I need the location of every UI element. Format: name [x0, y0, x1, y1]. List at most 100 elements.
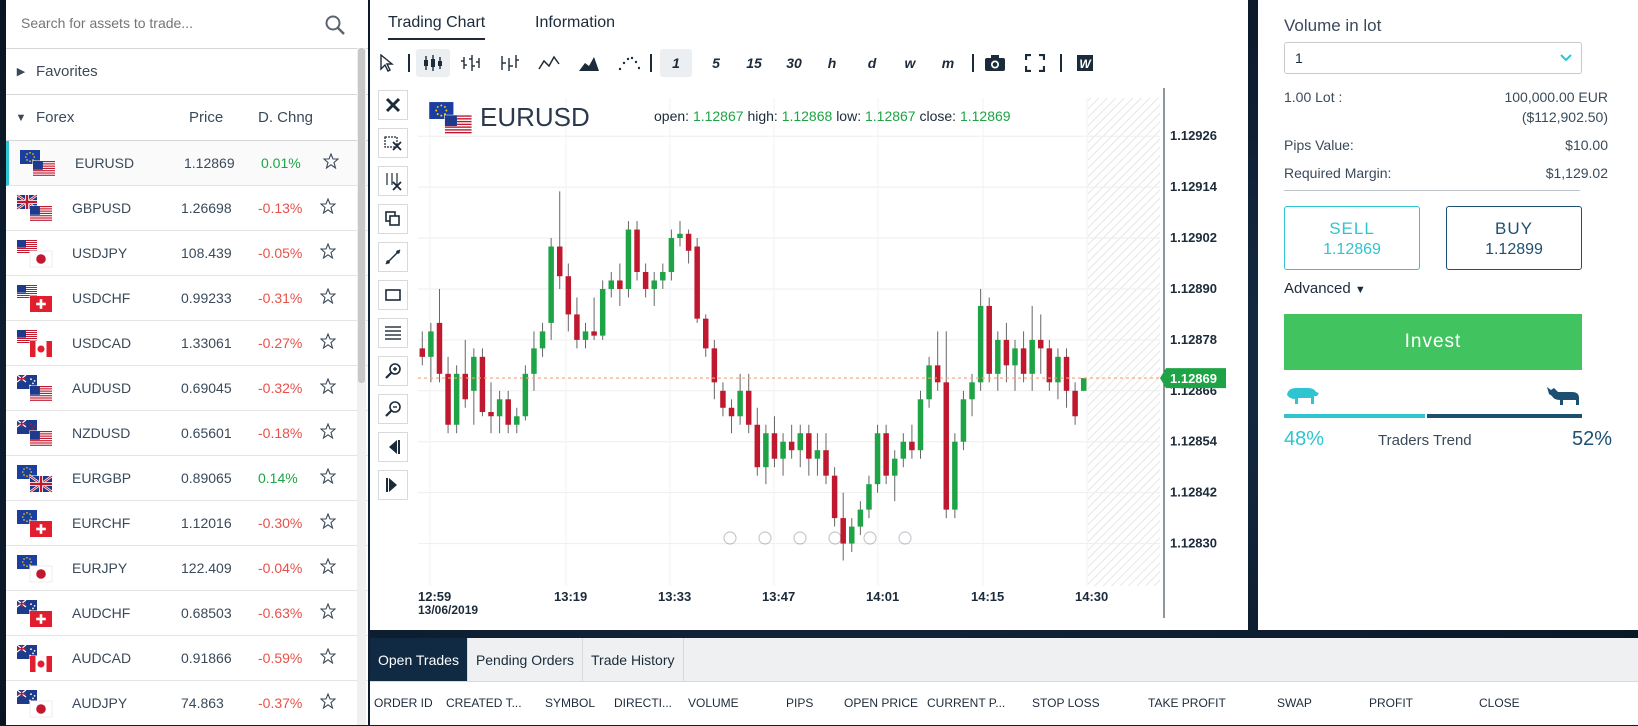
tab-trading-chart[interactable]: Trading Chart	[388, 14, 486, 40]
scroll-left-icon[interactable]	[378, 432, 408, 462]
asset-row-audcad[interactable]: AUDCAD 0.91866 -0.59%	[6, 636, 368, 681]
asset-row-audchf[interactable]: AUDCHF 0.68503 -0.63%	[6, 591, 368, 636]
asset-row-usdcad[interactable]: USDCAD 1.33061 -0.27%	[6, 321, 368, 366]
drawing-tools	[378, 90, 408, 508]
column-header[interactable]: PIPS	[786, 696, 814, 710]
favorite-star-icon[interactable]	[323, 153, 339, 169]
column-header[interactable]: SYMBOL	[545, 696, 596, 710]
high-label: high:	[747, 108, 778, 124]
column-header[interactable]: CLOSE	[1479, 696, 1520, 710]
zoom-out-icon[interactable]	[378, 394, 408, 424]
line-chart-icon[interactable]	[534, 49, 564, 77]
invest-button[interactable]: Invest	[1284, 314, 1582, 370]
timeframe-m[interactable]: m	[941, 55, 955, 71]
rectangle-tool-icon[interactable]	[378, 280, 408, 310]
timeframe-5[interactable]: 5	[712, 55, 720, 71]
favorite-star-icon[interactable]	[320, 648, 336, 664]
timeframe-30[interactable]: 30	[786, 55, 802, 71]
column-header[interactable]: CREATED T...	[446, 696, 522, 710]
favorite-star-icon[interactable]	[320, 378, 336, 394]
fullscreen-icon[interactable]	[1020, 49, 1050, 77]
dots-chart-icon[interactable]	[614, 49, 644, 77]
asset-row-audusd[interactable]: AUDUSD 0.69045 -0.32%	[6, 366, 368, 411]
asset-row-eurjpy[interactable]: EURJPY 122.409 -0.04%	[6, 546, 368, 591]
advanced-toggle[interactable]: Advanced ▼	[1284, 280, 1366, 297]
candle	[591, 297, 597, 340]
price-chart[interactable]: 1.12926 1.12914 1.12902 1.12890 1.12878 1.128…	[370, 88, 1248, 628]
asset-row-eurchf[interactable]: EURCHF 1.12016 -0.30%	[6, 501, 368, 546]
column-header[interactable]: VOLUME	[688, 696, 739, 710]
timeframe-15[interactable]: 15	[746, 55, 762, 71]
asset-row-gbpusd[interactable]: GBPUSD 1.26698 -0.13%	[6, 186, 368, 231]
sell-trend-bar	[1284, 414, 1426, 418]
tab-open-trades[interactable]: Open Trades	[370, 638, 468, 681]
favorite-star-icon[interactable]	[320, 468, 336, 484]
tab-information[interactable]: Information	[535, 14, 616, 31]
tab-trade-history[interactable]: Trade History	[583, 638, 684, 681]
pointer-icon[interactable]	[374, 49, 398, 77]
open-value: 1.12867	[692, 108, 744, 124]
buy-button[interactable]: BUY 1.12899	[1446, 206, 1582, 270]
asset-price: 1.12869	[184, 155, 235, 171]
x-tick-label: 12:59	[418, 589, 451, 604]
favorite-star-icon[interactable]	[320, 693, 336, 709]
column-header[interactable]: ORDER ID	[374, 696, 433, 710]
candlestick-icon[interactable]	[416, 49, 450, 77]
column-header[interactable]: CURRENT P...	[927, 696, 1006, 710]
favorite-star-icon[interactable]	[320, 513, 336, 529]
close-value: 1.12869	[959, 108, 1011, 124]
flag-icon	[16, 644, 53, 673]
favorite-star-icon[interactable]	[320, 243, 336, 259]
timeframe-1[interactable]: 1	[660, 49, 692, 77]
pips-label: Pips Value:	[1284, 137, 1354, 153]
forex-group-header[interactable]: ▼ Forex Price D. Chng	[6, 95, 368, 141]
copy-icon[interactable]	[378, 204, 408, 234]
asset-row-usdjpy[interactable]: USDJPY 108.439 -0.05%	[6, 231, 368, 276]
area-chart-icon[interactable]	[574, 49, 604, 77]
favorite-star-icon[interactable]	[320, 198, 336, 214]
search-bar	[6, 0, 368, 49]
scrollbar-thumb[interactable]	[358, 48, 365, 383]
scroll-right-icon[interactable]	[378, 470, 408, 500]
asset-change: -0.31%	[258, 290, 303, 306]
asset-row-nzdusd[interactable]: NZDUSD 0.65601 -0.18%	[6, 411, 368, 456]
candle	[556, 191, 563, 289]
asset-row-eurusd[interactable]: EURUSD 1.12869 0.01%	[6, 141, 368, 186]
zoom-in-icon[interactable]	[378, 356, 408, 386]
column-header[interactable]: SWAP	[1277, 696, 1312, 710]
column-header[interactable]: PROFIT	[1369, 696, 1413, 710]
tab-pending-orders[interactable]: Pending Orders	[468, 638, 583, 681]
volume-select[interactable]: 1	[1284, 42, 1582, 74]
trades-panel: Open Trades Pending Orders Trade History…	[370, 638, 1638, 725]
select-cross-icon[interactable]	[378, 128, 408, 158]
fibonacci-tool-icon[interactable]	[378, 318, 408, 348]
favorite-star-icon[interactable]	[320, 603, 336, 619]
favorite-star-icon[interactable]	[320, 333, 336, 349]
delete-drawings-icon[interactable]	[378, 166, 408, 196]
favorite-star-icon[interactable]	[320, 288, 336, 304]
column-header[interactable]: DIRECTI...	[614, 696, 673, 710]
asset-row-usdchf[interactable]: USDCHF 0.99233 -0.31%	[6, 276, 368, 321]
scrollbar-track[interactable]	[357, 48, 366, 725]
asset-row-eurgbp[interactable]: EURGBP 0.89065 0.14%	[6, 456, 368, 501]
column-header[interactable]: OPEN PRICE	[844, 696, 919, 710]
timeframe-h[interactable]: h	[827, 55, 837, 71]
timeframe-w[interactable]: w	[904, 55, 916, 71]
chart-symbol-title: EURUSD	[480, 102, 590, 132]
column-header[interactable]: TAKE PROFIT	[1148, 696, 1226, 710]
hlc-bars-icon[interactable]	[494, 49, 524, 77]
watermark-icon[interactable]: W	[1070, 49, 1100, 77]
timeframe-d[interactable]: d	[867, 55, 877, 71]
favorites-group[interactable]: ▶ Favorites	[6, 49, 368, 95]
asset-row-audjpy[interactable]: AUDJPY 74.863 -0.37%	[6, 681, 368, 725]
search-icon[interactable]	[324, 14, 346, 36]
camera-icon[interactable]	[980, 49, 1010, 77]
favorite-star-icon[interactable]	[320, 423, 336, 439]
favorite-star-icon[interactable]	[320, 558, 336, 574]
column-header[interactable]: STOP LOSS	[1032, 696, 1100, 710]
ohlc-bars-icon[interactable]	[456, 49, 486, 77]
sell-button[interactable]: SELL 1.12869	[1284, 206, 1420, 270]
search-input[interactable]	[19, 14, 323, 32]
close-icon[interactable]	[378, 90, 408, 120]
trendline-tool-icon[interactable]	[378, 242, 408, 272]
